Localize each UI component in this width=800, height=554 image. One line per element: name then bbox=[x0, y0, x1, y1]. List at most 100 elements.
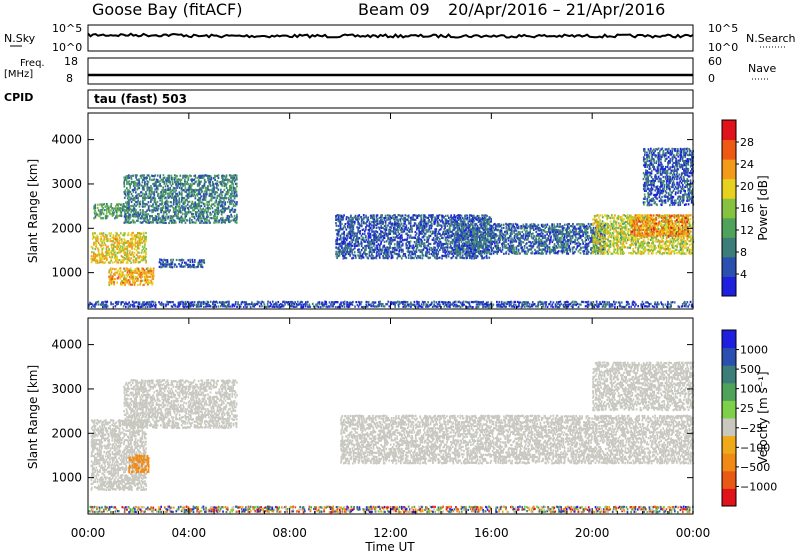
heatmap-cell bbox=[126, 271, 129, 274]
heatmap-cell bbox=[378, 216, 381, 219]
heatmap-cell bbox=[457, 225, 459, 228]
heatmap-cell bbox=[210, 192, 213, 195]
heatmap-cell bbox=[127, 177, 129, 180]
heatmap-cell bbox=[130, 257, 132, 260]
heatmap-cell bbox=[413, 250, 416, 253]
heatmap-cell bbox=[117, 277, 120, 280]
heatmap-cell bbox=[399, 234, 402, 237]
heatmap-cell bbox=[135, 213, 137, 216]
heatmap-cell bbox=[132, 207, 135, 210]
heatmap-cell bbox=[373, 239, 375, 242]
heatmap-cell bbox=[134, 271, 136, 274]
heatmap-cell bbox=[480, 244, 482, 247]
heatmap-cell bbox=[184, 209, 186, 212]
heatmap-cell bbox=[517, 225, 520, 228]
heatmap-cell bbox=[436, 216, 439, 219]
heatmap-cell bbox=[114, 245, 117, 249]
heatmap-cell bbox=[421, 257, 424, 260]
heatmap-cell bbox=[413, 224, 416, 227]
heatmap-cell bbox=[184, 174, 186, 177]
heatmap-cell bbox=[166, 207, 169, 210]
heatmap-cell bbox=[170, 261, 172, 264]
heatmap-cell bbox=[447, 232, 450, 235]
heatmap-cell bbox=[143, 188, 145, 191]
heatmap-cell bbox=[204, 196, 207, 199]
heatmap-cell bbox=[141, 186, 144, 190]
heatmap-cell bbox=[189, 183, 192, 186]
heatmap-cell bbox=[388, 228, 390, 231]
heatmap-cell bbox=[441, 226, 443, 229]
heatmap-cell bbox=[206, 215, 208, 218]
heatmap-cell bbox=[109, 237, 111, 241]
heatmap-cell bbox=[338, 254, 341, 257]
heatmap-cell bbox=[527, 250, 529, 253]
heatmap-cell bbox=[350, 238, 353, 241]
heatmap-cell bbox=[183, 174, 185, 178]
heatmap-cell bbox=[384, 230, 387, 233]
heatmap-cell bbox=[94, 209, 96, 212]
heatmap-cell bbox=[125, 221, 128, 224]
heatmap-cell bbox=[189, 174, 191, 177]
heatmap-cell bbox=[463, 218, 465, 221]
heatmap-cell bbox=[226, 189, 229, 192]
heatmap-cell bbox=[128, 216, 130, 219]
heatmap-cell bbox=[204, 174, 207, 177]
heatmap-cell bbox=[208, 189, 211, 192]
heatmap-cell bbox=[121, 239, 123, 242]
heatmap-cell bbox=[370, 257, 373, 260]
heatmap-cell bbox=[367, 232, 369, 235]
heatmap-cell bbox=[588, 234, 590, 238]
heatmap-cell bbox=[192, 205, 195, 208]
heatmap-cell bbox=[343, 240, 345, 243]
heatmap-cell bbox=[397, 218, 400, 221]
heatmap-cell bbox=[484, 223, 487, 226]
heatmap-cell bbox=[97, 249, 100, 252]
heatmap-cell bbox=[393, 214, 395, 217]
heatmap-cell bbox=[365, 222, 367, 225]
heatmap-cell bbox=[567, 242, 569, 245]
heatmap-cell bbox=[382, 256, 385, 260]
heatmap-cell bbox=[175, 184, 177, 187]
heatmap-cell bbox=[469, 244, 472, 247]
heatmap-cell bbox=[380, 240, 383, 244]
heatmap-cell bbox=[127, 240, 130, 243]
heatmap-cell bbox=[161, 209, 164, 212]
heatmap-cell bbox=[389, 214, 391, 217]
heatmap-cell bbox=[502, 241, 505, 244]
heatmap-cell bbox=[574, 225, 576, 228]
heatmap-cell bbox=[184, 217, 186, 220]
heatmap-cell bbox=[351, 220, 353, 223]
heatmap-cell bbox=[112, 213, 115, 216]
heatmap-cell bbox=[133, 203, 136, 206]
heatmap-cell bbox=[348, 244, 350, 247]
heatmap-cell bbox=[446, 214, 449, 217]
heatmap-cell bbox=[417, 214, 419, 218]
heatmap-cell bbox=[145, 182, 147, 186]
heatmap-cell bbox=[389, 232, 392, 235]
heatmap-cell bbox=[359, 242, 361, 245]
heatmap-cell bbox=[451, 248, 454, 251]
heatmap-cell bbox=[197, 219, 200, 222]
heatmap-cell bbox=[210, 197, 213, 200]
heatmap-cell bbox=[579, 243, 582, 246]
heatmap-cell bbox=[444, 218, 447, 221]
heatmap-cell bbox=[135, 235, 138, 239]
heatmap-cell bbox=[369, 240, 372, 243]
heatmap-cell bbox=[187, 178, 190, 181]
heatmap-cell bbox=[187, 259, 190, 262]
heatmap-cell bbox=[409, 254, 412, 257]
heatmap-cell bbox=[177, 185, 180, 188]
heatmap-cell bbox=[119, 247, 122, 250]
heatmap-cell bbox=[416, 238, 418, 241]
heatmap-cell bbox=[134, 240, 137, 243]
heatmap-cell bbox=[147, 270, 150, 273]
heatmap-cell bbox=[146, 217, 148, 220]
heatmap-cell bbox=[140, 184, 143, 187]
heatmap-cell bbox=[362, 228, 365, 231]
heatmap-cell bbox=[436, 218, 438, 221]
heatmap-cell bbox=[146, 213, 149, 216]
heatmap-cell bbox=[216, 195, 219, 198]
heatmap-cell bbox=[373, 226, 375, 229]
heatmap-cell bbox=[123, 238, 126, 241]
heatmap-cell bbox=[188, 205, 191, 208]
